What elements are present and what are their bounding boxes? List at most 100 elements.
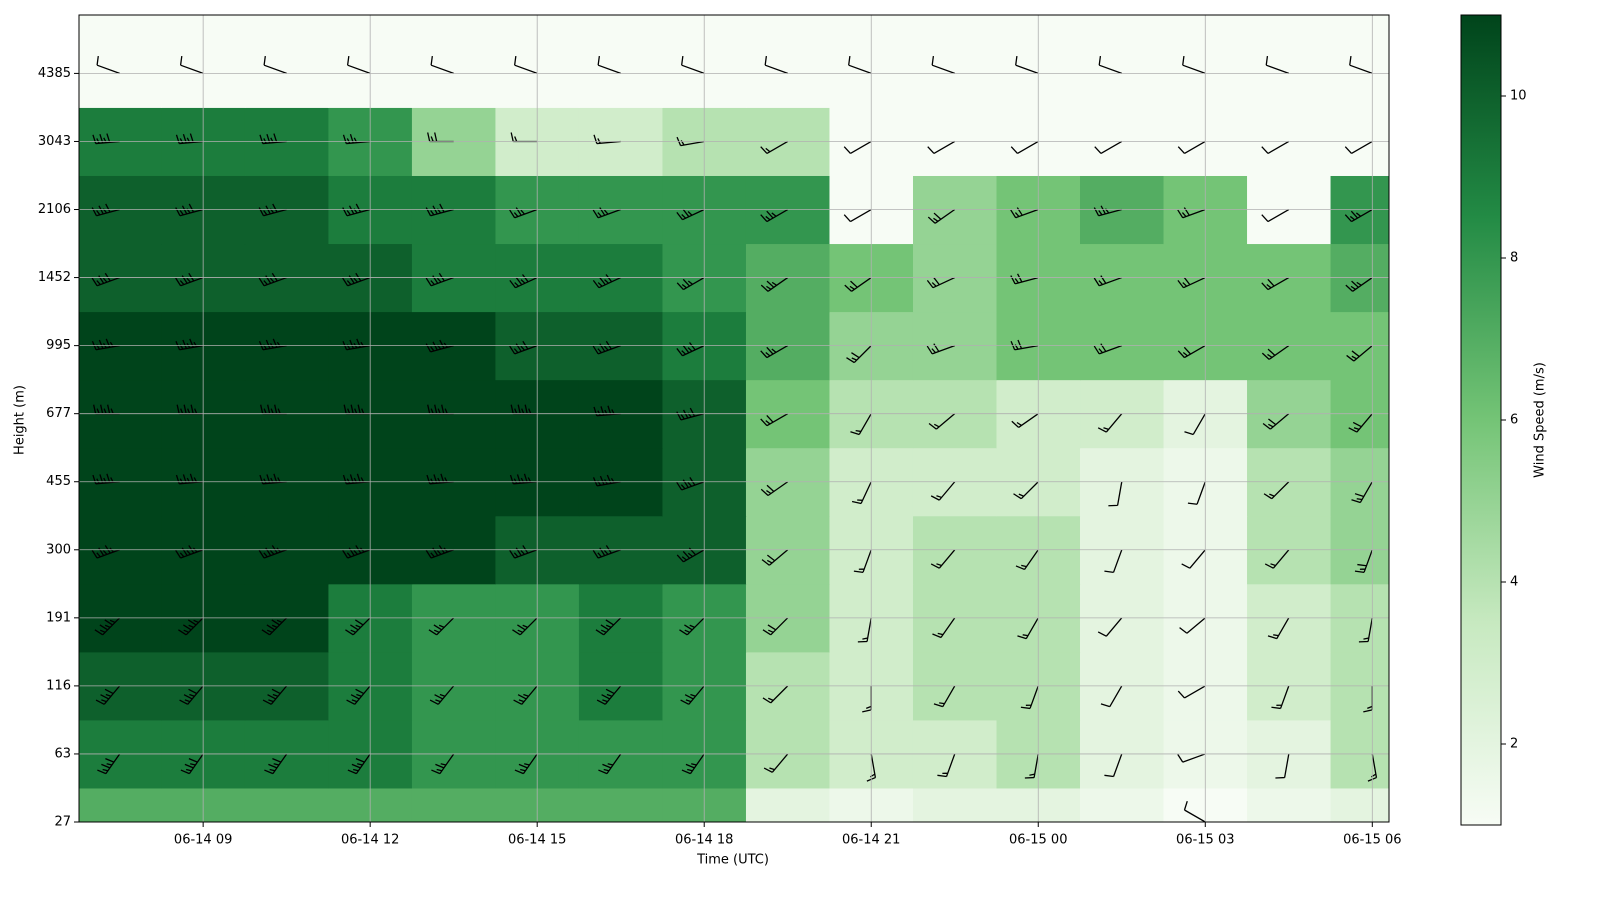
wind-barb xyxy=(263,55,287,75)
wind-barb xyxy=(1015,55,1039,75)
y-tick-label: 2106 xyxy=(38,202,71,217)
wind-barb xyxy=(1184,413,1206,436)
wind-barb xyxy=(97,753,121,775)
wind-barb xyxy=(1177,685,1206,699)
wind-barb xyxy=(1267,617,1290,640)
heatmap-cell xyxy=(1080,15,1165,108)
wind-barb xyxy=(760,345,789,359)
wind-barb xyxy=(428,617,455,636)
wind-barb xyxy=(342,272,371,287)
heatmap-cell xyxy=(1330,15,1389,108)
wind-barb xyxy=(679,617,705,636)
wind-barb xyxy=(760,413,789,427)
wind-barb xyxy=(932,617,956,639)
wind-barb xyxy=(1015,549,1039,571)
wind-barb xyxy=(179,685,204,705)
wind-barb xyxy=(96,55,120,75)
wind-barb xyxy=(1187,481,1206,505)
wind-barb xyxy=(1020,685,1039,710)
wind-barb xyxy=(429,685,455,705)
wind-barb xyxy=(1346,345,1373,362)
heatmap-cell xyxy=(1330,787,1389,822)
wind-barb xyxy=(1344,208,1373,223)
wind-barb xyxy=(1354,549,1373,573)
wind-barb xyxy=(180,753,204,775)
wind-barb xyxy=(676,277,705,291)
wind-barb xyxy=(851,481,872,505)
wind-barb xyxy=(1097,617,1123,637)
wind-barb xyxy=(1348,413,1373,433)
y-tick-label: 191 xyxy=(46,610,71,625)
wind-barb xyxy=(928,413,956,430)
wind-barb xyxy=(1011,413,1039,428)
wind-barb xyxy=(92,473,120,485)
colorbar-label: Wind Speed (m/s) xyxy=(1533,362,1548,478)
colorbar xyxy=(1460,14,1502,826)
wind-barb xyxy=(261,617,288,636)
wind-barb xyxy=(1010,273,1039,285)
wind-barb xyxy=(1264,549,1290,569)
wind-barb xyxy=(1097,413,1123,433)
wind-barb xyxy=(927,140,956,155)
x-axis-label: Time (UTC) xyxy=(696,853,769,868)
wind-barb xyxy=(760,277,789,292)
wind-barb xyxy=(760,140,789,155)
wind-barb xyxy=(762,685,789,704)
wind-barb xyxy=(595,617,622,636)
y-tick-label: 3043 xyxy=(38,134,71,149)
wind-barb xyxy=(1017,617,1039,640)
x-tick-label: 06-14 09 xyxy=(174,833,232,848)
wind-barb xyxy=(676,547,705,563)
wind-barb xyxy=(1181,549,1206,569)
x-tick-label: 06-14 18 xyxy=(675,833,733,848)
heatmap-cell xyxy=(1247,787,1332,822)
wind-barb xyxy=(91,545,120,559)
wind-barb xyxy=(285,821,287,822)
wind-barb xyxy=(514,753,538,775)
wind-barb xyxy=(1177,207,1206,219)
heatmap-cell xyxy=(578,787,663,822)
wind-barb xyxy=(175,133,204,145)
wind-barb xyxy=(596,685,622,705)
wind-barb xyxy=(509,473,538,485)
wind-barb xyxy=(426,473,454,485)
heatmap-cell xyxy=(244,787,329,822)
wind-barb xyxy=(954,821,955,822)
wind-barb xyxy=(1100,685,1123,708)
wind-barb xyxy=(342,545,371,559)
heatmap-cell xyxy=(1247,15,1332,108)
wind-barb xyxy=(846,345,872,364)
y-tick-label: 27 xyxy=(54,815,71,830)
wind-barb xyxy=(843,140,872,155)
wind-barb xyxy=(760,208,789,223)
wind-barb xyxy=(598,753,622,775)
colorbar-tick-label: 2 xyxy=(1510,737,1518,752)
wind-barb xyxy=(933,685,956,708)
wind-barb xyxy=(926,276,956,289)
wind-barb xyxy=(1093,205,1122,217)
wind-barb xyxy=(175,272,204,287)
wind-barb xyxy=(1280,822,1289,848)
wind-barb xyxy=(175,473,204,485)
wind-barb xyxy=(681,753,705,775)
wind-barb xyxy=(926,343,955,355)
wind-barb xyxy=(1024,753,1039,779)
wind-barb xyxy=(1261,277,1290,291)
wind-barb xyxy=(509,274,538,289)
wind-barb xyxy=(676,208,705,221)
wind-barb xyxy=(1183,801,1206,822)
wind-barb xyxy=(1177,276,1206,289)
wind-barb xyxy=(425,272,454,287)
wind-barb xyxy=(1262,413,1290,430)
wind-barb xyxy=(513,55,538,75)
wind-barb xyxy=(1177,140,1206,155)
wind-barb xyxy=(1351,481,1373,504)
heatmap-cell xyxy=(912,787,998,822)
wind-barb xyxy=(931,55,955,75)
wind-barb xyxy=(843,208,872,223)
wind-barb xyxy=(262,685,288,705)
y-tick-label: 300 xyxy=(46,542,71,557)
y-tick-label: 1452 xyxy=(38,270,71,285)
wind-barb xyxy=(1094,140,1123,155)
